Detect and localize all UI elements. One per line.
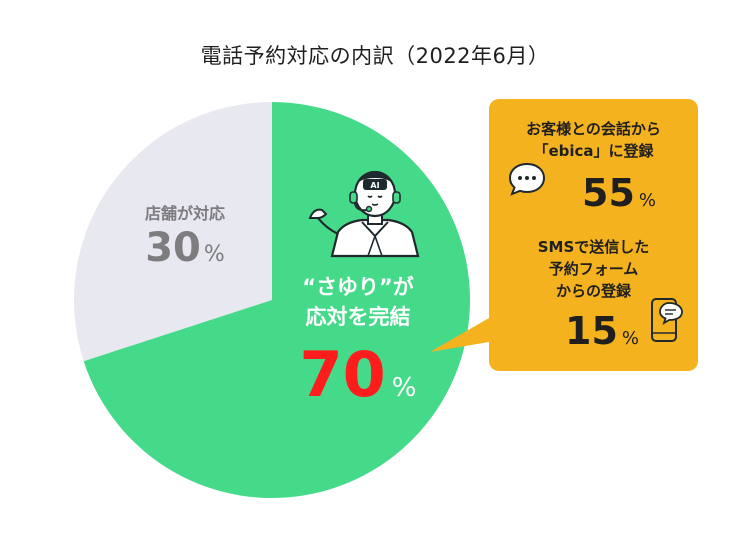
breakdown-2-value: 15% (527, 309, 677, 353)
ai-slice-value: 70% (268, 338, 448, 425)
speech-bubble-icon (508, 162, 546, 196)
svg-text:AI: AI (370, 181, 379, 190)
breakdown-1-unit: % (638, 190, 656, 211)
callout-pointer (430, 318, 489, 352)
ai-operator-illustration: AI (308, 170, 420, 258)
breakdown-1-number: 55 (582, 171, 635, 215)
breakdown-1-label-line-2: 「ebica」に登録 (533, 142, 654, 160)
ai-slice-unit: % (391, 373, 417, 403)
breakdown-2-unit: % (621, 328, 639, 349)
breakdown-1-value: 55% (544, 171, 694, 215)
store-slice-value: 30% (120, 224, 250, 279)
smartphone-chat-icon (651, 298, 683, 342)
ai-slice-name-line-2: 応対を完結 (305, 305, 411, 329)
ai-slice-name-line-1: “さゆり”が (302, 275, 414, 299)
ai-slice-number: 70 (299, 338, 386, 411)
store-slice-number: 30 (145, 225, 201, 271)
store-slice-unit: % (203, 242, 225, 267)
store-slice-name: 店舗が対応 (144, 204, 225, 223)
breakdown-callout: お客様との会話から 「ebica」に登録 55% SMSで送信した 予約フォーム… (489, 99, 698, 371)
ai-slice-label: “さゆり”が 応対を完結 70% (268, 272, 448, 425)
breakdown-1-label-line-1: お客様との会話から (526, 120, 661, 138)
breakdown-2-label-line-1: SMSで送信した (537, 238, 650, 256)
breakdown-2-number: 15 (565, 309, 618, 353)
store-slice-label: 店舗が対応 30% (120, 200, 250, 279)
chart-title: 電話予約対応の内訳（2022年6月） (200, 44, 550, 68)
breakdown-2-label-line-3: からの登録 (555, 282, 631, 300)
pie-slice-store (73, 102, 272, 362)
breakdown-2-label-line-2: 予約フォーム (548, 260, 639, 278)
